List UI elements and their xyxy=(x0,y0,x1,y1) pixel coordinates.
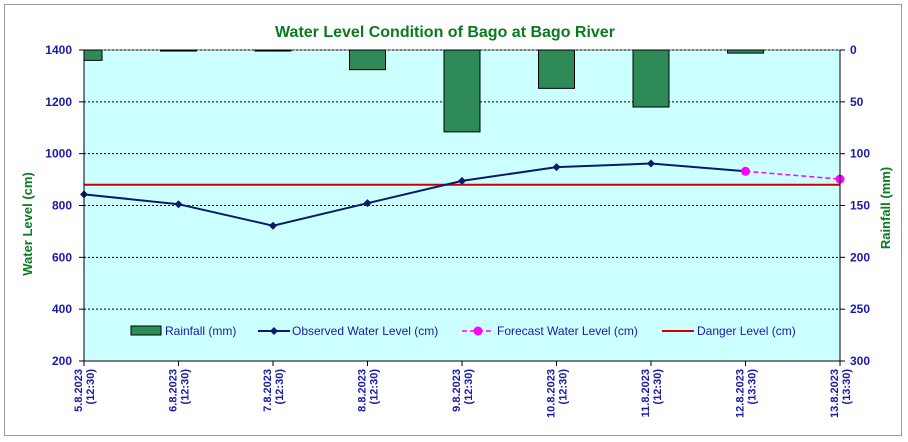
legend: Rainfall (mm) Observed Water Level (cm) Fo… xyxy=(130,324,796,338)
y-left-tick-label: 1000 xyxy=(45,147,72,161)
x-tick-time: (13:30) xyxy=(747,369,759,405)
y-axis-right-title: Rainfall (mm) xyxy=(878,167,893,249)
forecast-water-level-point xyxy=(741,166,750,176)
y-left-tick-label: 600 xyxy=(52,250,72,264)
observed-water-level-point xyxy=(363,199,372,208)
x-tick-date: 5.8.2023 xyxy=(73,369,85,412)
y-right-tick-label: 0 xyxy=(850,43,857,57)
x-tick-date: 7.8.2023 xyxy=(262,369,274,412)
x-tick-label: 13.8.2023(13:30) xyxy=(829,369,853,418)
x-tick-time: (12:30) xyxy=(369,369,381,405)
x-tick-date: 8.8.2023 xyxy=(357,369,369,412)
legend-observed-label: Observed Water Level (cm) xyxy=(292,324,438,338)
x-tick-label: 11.8.2023(12:30) xyxy=(640,369,664,418)
rainfall-bar xyxy=(83,49,103,61)
x-tick-time: (12:30) xyxy=(652,369,664,405)
x-tick-date: 13.8.2023 xyxy=(829,369,841,418)
observed-water-level-point xyxy=(458,176,466,185)
rainfall-bar xyxy=(160,49,197,52)
y-right-tick-label: 200 xyxy=(850,250,870,264)
rainfall-bar xyxy=(727,49,764,54)
x-tick-time: (13:30) xyxy=(841,369,853,405)
x-tick-date: 6.8.2023 xyxy=(168,369,180,412)
x-tick-date: 9.8.2023 xyxy=(451,369,463,412)
y-left-tick-label: 800 xyxy=(52,199,72,213)
y-right-tick-label: 150 xyxy=(850,199,870,213)
x-tick-label: 12.8.2023(13:30) xyxy=(735,369,759,418)
x-tick-time: (12:30) xyxy=(180,369,192,405)
x-tick-date: 10.8.2023 xyxy=(546,369,558,418)
y-right-tick-label: 300 xyxy=(850,354,870,368)
legend-observed-marker xyxy=(270,327,278,335)
y-right-tick-label: 50 xyxy=(850,95,864,109)
x-tick-date: 12.8.2023 xyxy=(735,369,747,418)
x-tick-time: (12:30) xyxy=(558,369,570,405)
observed-water-level-point xyxy=(174,200,183,209)
x-tick-label: 5.8.2023(12:30) xyxy=(73,369,97,412)
rainfall-bar xyxy=(632,49,670,108)
rainfall-bar xyxy=(443,49,481,133)
y-right-tick-label: 250 xyxy=(850,302,870,316)
legend-forecast-marker xyxy=(473,326,483,336)
legend-danger-label: Danger Level (cm) xyxy=(697,324,796,338)
observed-water-level-point xyxy=(552,163,561,172)
y-left-tick-label: 400 xyxy=(52,302,72,316)
x-tick-label: 7.8.2023(12:30) xyxy=(262,369,286,412)
rainfall-bar xyxy=(349,49,386,71)
x-tick-label: 6.8.2023(12:30) xyxy=(168,369,192,412)
x-tick-time: (12:30) xyxy=(85,369,97,405)
x-tick-time: (12:30) xyxy=(463,369,475,405)
y-left-tick-label: 1200 xyxy=(45,95,72,109)
x-tick-label: 9.8.2023(12:30) xyxy=(451,369,475,412)
chart-title: Water Level Condition of Bago at Bago Ri… xyxy=(275,24,615,41)
observed-water-level-line xyxy=(83,162,746,227)
y-left-tick-label: 200 xyxy=(52,354,72,368)
rainfall-bar xyxy=(254,49,292,52)
observed-water-level-point xyxy=(647,159,655,168)
legend-forecast-label: Forecast Water Level (cm) xyxy=(497,324,638,338)
rainfall-bar xyxy=(538,49,575,89)
y-axis-left-title: Water Level (cm) xyxy=(20,172,35,276)
x-tick-label: 10.8.2023(12:30) xyxy=(546,369,570,418)
x-tick-time: (12:30) xyxy=(274,369,286,405)
plot-area: 200 400 600 800 1000 1200 1400 0 50 100 150 200 250 3… xyxy=(45,43,870,418)
legend-rainfall-label: Rainfall (mm) xyxy=(165,324,236,338)
x-tick-label: 8.8.2023(12:30) xyxy=(357,369,381,412)
observed-water-level-point xyxy=(269,221,277,230)
x-tick-date: 11.8.2023 xyxy=(640,369,652,417)
y-right-tick-label: 100 xyxy=(850,147,870,161)
y-left-tick-label: 1400 xyxy=(45,43,72,57)
legend-rainfall-swatch xyxy=(130,325,162,336)
